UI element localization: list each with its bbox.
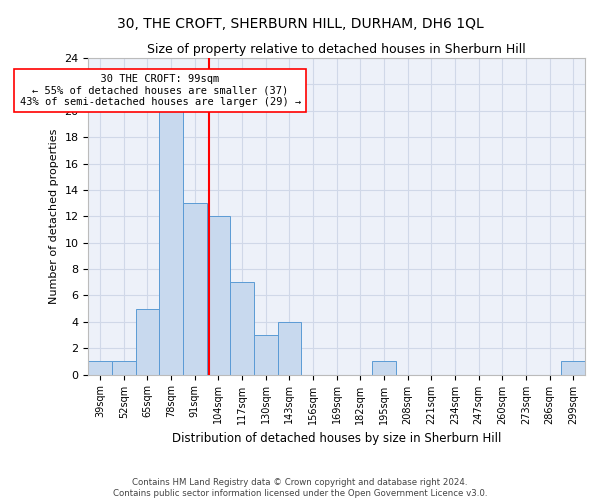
Bar [206, 216, 230, 374]
Bar [278, 322, 301, 374]
Bar [112, 362, 136, 374]
Bar [562, 362, 585, 374]
Bar [159, 111, 183, 374]
Text: Contains HM Land Registry data © Crown copyright and database right 2024.
Contai: Contains HM Land Registry data © Crown c… [113, 478, 487, 498]
Bar [230, 282, 254, 374]
X-axis label: Distribution of detached houses by size in Sherburn Hill: Distribution of detached houses by size … [172, 432, 502, 445]
Text: 30 THE CROFT: 99sqm  
← 55% of detached houses are smaller (37)
43% of semi-deta: 30 THE CROFT: 99sqm ← 55% of detached ho… [20, 74, 301, 107]
Text: 30, THE CROFT, SHERBURN HILL, DURHAM, DH6 1QL: 30, THE CROFT, SHERBURN HILL, DURHAM, DH… [116, 18, 484, 32]
Y-axis label: Number of detached properties: Number of detached properties [49, 128, 59, 304]
Bar [372, 362, 396, 374]
Title: Size of property relative to detached houses in Sherburn Hill: Size of property relative to detached ho… [147, 42, 526, 56]
Bar [254, 335, 278, 374]
Bar [183, 203, 206, 374]
Bar [88, 362, 112, 374]
Bar [136, 308, 159, 374]
